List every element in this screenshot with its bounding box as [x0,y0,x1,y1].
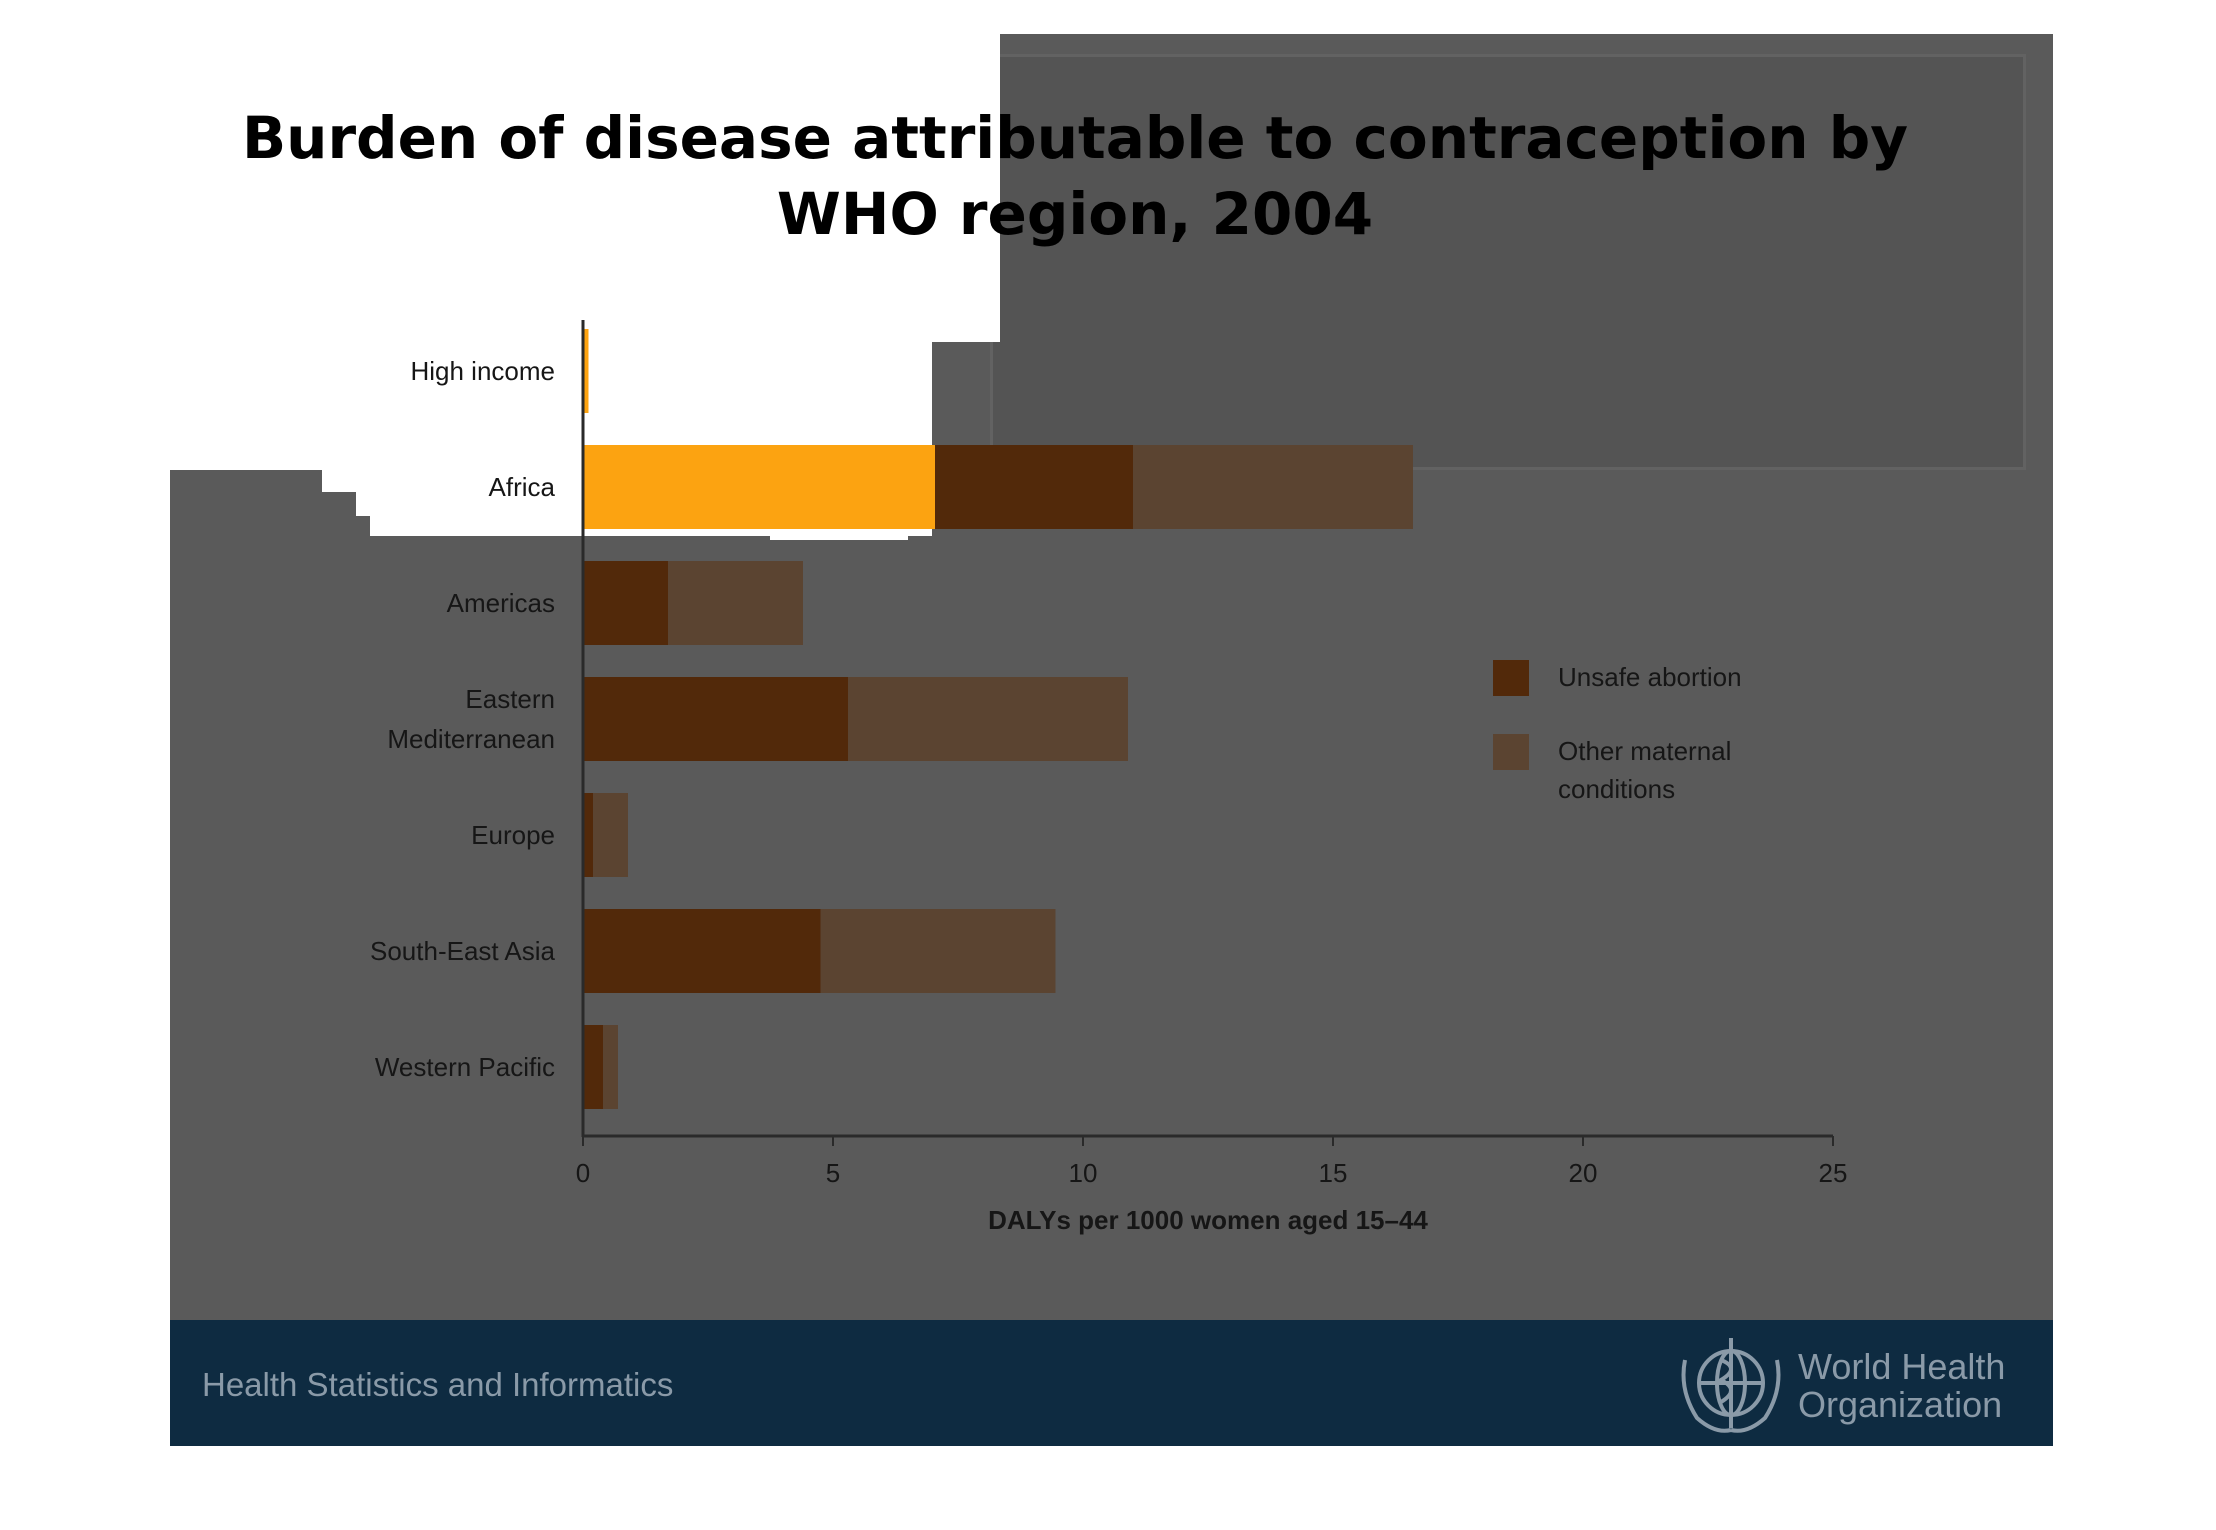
chart-title: Burden of disease attributable to contra… [241,104,1909,248]
bar-other-maternal-conditions-africa [1133,445,1413,529]
x-tick-label: 0 [576,1158,590,1188]
bar-other-maternal-conditions-europe [593,793,628,877]
who-name-line1: World Health [1798,1346,2006,1387]
legend-label-unsafe-abortion: Unsafe abortion [1558,662,1742,692]
bar-unsafe-abortion-eastern-mediterranean [583,677,848,761]
background-panel [990,54,2026,470]
x-ticks: 0 5 10 15 20 25 [576,1136,1848,1188]
footer-bar: Health Statistics and Informatics World … [170,1320,2053,1446]
bar-other-maternal-conditions-south-east-asia [820,909,1056,993]
footer-section-title: Health Statistics and Informatics [202,1366,674,1403]
bar-other-maternal-conditions-western-pacific [603,1025,618,1109]
who-org-name: World Health Organization [1798,1348,2005,1424]
bar-unsafe-abortion-western-pacific [583,1025,603,1109]
who-name-line2: Organization [1798,1384,2003,1425]
category-label-eastern-mediterranean: Eastern Mediterranean [387,684,555,754]
x-tick-label: 20 [1569,1158,1598,1188]
bar-unsafe-abortion-europe [583,793,593,877]
category-label-south-east-asia: South-East Asia [370,936,556,966]
category-label-western-pacific: Western Pacific [375,1052,555,1082]
bar-other-maternal-conditions-americas [668,561,803,645]
bar-unsafe-abortion-americas [583,561,668,645]
category-label-africa: Africa [489,472,556,502]
white-overlay [322,470,422,492]
legend-label-other-maternal: Other maternal conditions [1558,736,1731,804]
legend-swatch-unsafe-abortion [1493,660,1529,696]
bar-unsafe-abortion-africa [935,445,1133,529]
category-label-high-income: High income [410,356,555,386]
white-overlay [770,536,908,540]
bar-other-maternal-conditions-high-income-highlight [585,329,589,413]
bar-other-maternal-conditions-eastern-mediterranean [848,677,1128,761]
bar-unsafe-abortion-south-east-asia [583,909,821,993]
x-tick-label: 5 [826,1158,840,1188]
x-axis [581,320,1833,1138]
category-label-americas: Americas [447,588,555,618]
category-label-europe: Europe [471,820,555,850]
who-emblem-icon [1681,1338,1781,1433]
x-tick-label: 15 [1319,1158,1348,1188]
slide-background [170,34,2053,1446]
white-overlay [370,516,422,536]
bars-layer [583,329,1413,1109]
white-overlay [170,34,1000,342]
legend-swatch-other-maternal [1493,734,1529,770]
x-tick-label: 10 [1069,1158,1098,1188]
white-overlay [356,492,422,516]
category-labels: High income Africa Americas Eastern Mediterr… [370,356,556,1082]
x-axis-label: DALYs per 1000 women aged 15–44 [988,1205,1428,1235]
x-tick-label: 25 [1819,1158,1848,1188]
bar-unsafe-abortion-africa-highlight [583,445,935,529]
legend: Unsafe abortion Other maternal conditions [1493,660,1742,804]
